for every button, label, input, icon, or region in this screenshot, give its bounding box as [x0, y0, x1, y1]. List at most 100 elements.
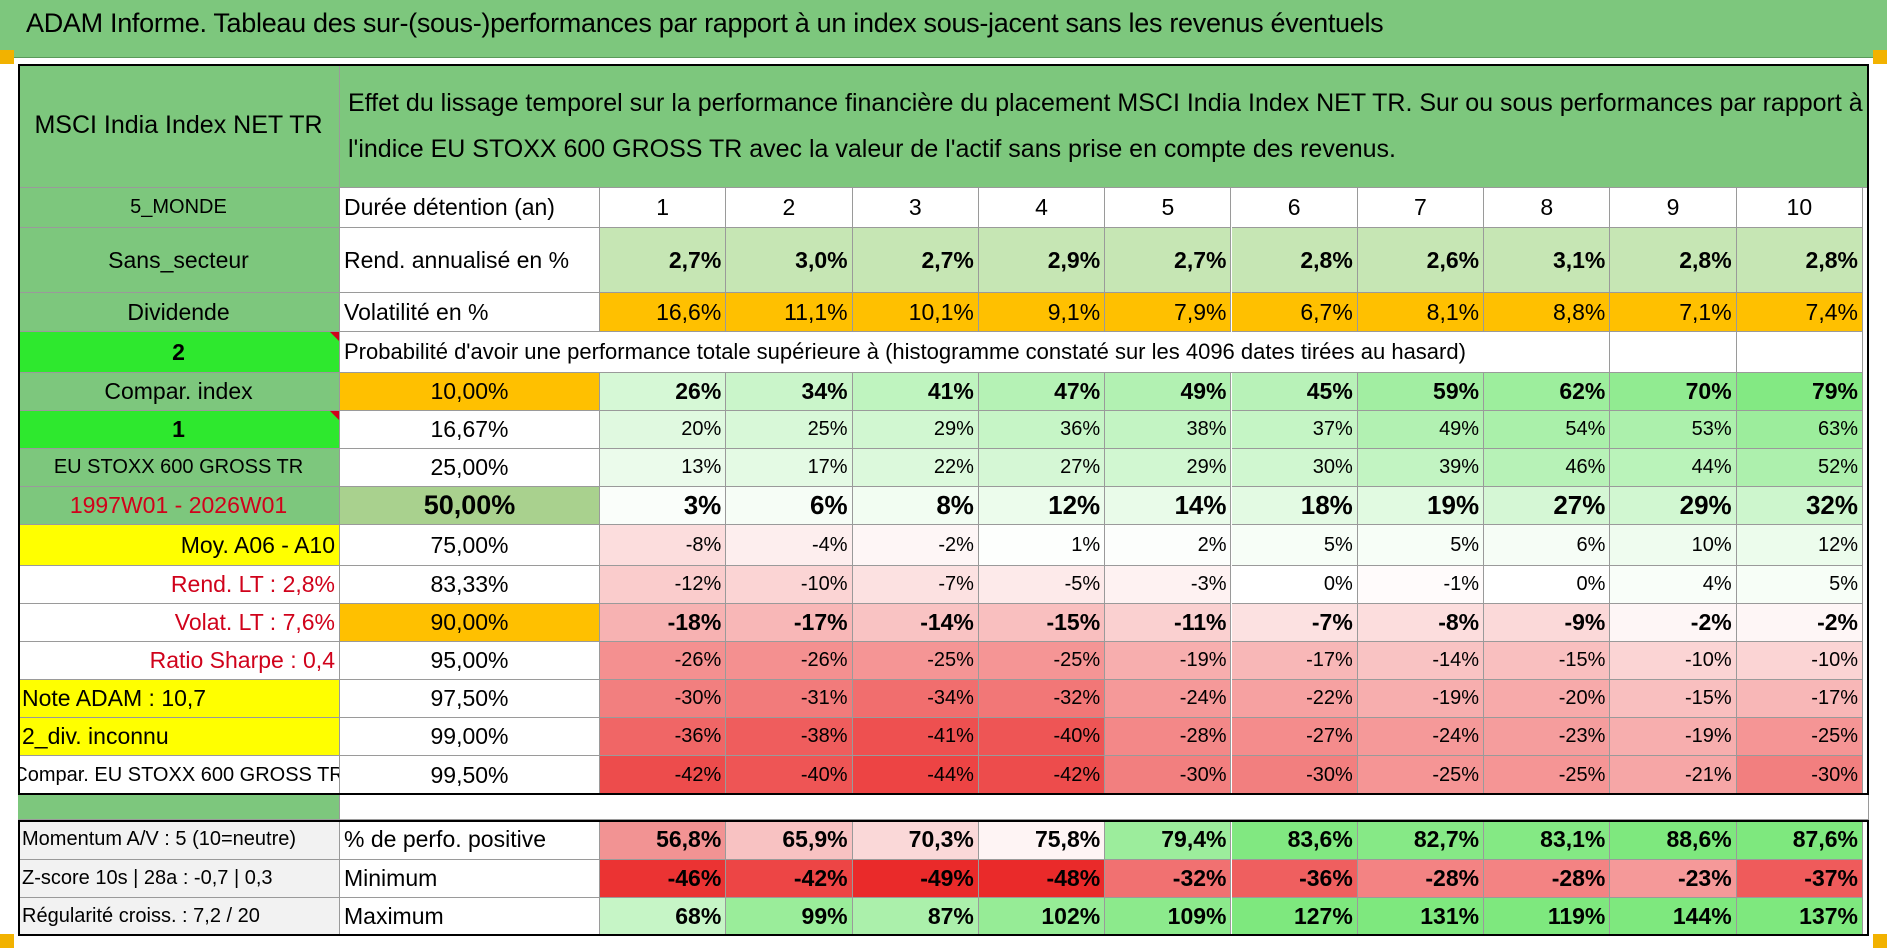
- percentile-4: 50,00%: [340, 487, 600, 525]
- prob-value-r3-y1: 13%: [600, 449, 727, 487]
- prob-value-r3-y2: 17%: [726, 449, 853, 487]
- prob-value-r10-y3: -41%: [852, 718, 979, 756]
- prob-value-r5-y5: 2%: [1105, 525, 1232, 566]
- resize-handle-icon[interactable]: [1873, 934, 1887, 948]
- prob-value-r4-y4: 12%: [978, 487, 1106, 525]
- prob-value-r1-y3: 41%: [852, 373, 979, 411]
- stats-value-r3-y10: 137%: [1736, 898, 1863, 936]
- resize-handle-icon[interactable]: [1873, 50, 1887, 64]
- stats-value-r3-y8: 119%: [1484, 898, 1611, 936]
- side-cell-3: EU STOXX 600 GROSS TR: [18, 449, 340, 487]
- stats-value-r3-y4: 102%: [978, 898, 1106, 936]
- comment-marker-icon[interactable]: [330, 411, 339, 420]
- prob-value-r2-y2: 25%: [726, 411, 853, 449]
- prob-value-r6-y1: -12%: [600, 566, 727, 604]
- prob-value-r6-y5: -3%: [1105, 566, 1232, 604]
- stats-value-r1-y3: 70,3%: [852, 820, 979, 860]
- prob-value-r9-y8: -20%: [1484, 680, 1611, 718]
- resize-handle-icon[interactable]: [0, 934, 14, 948]
- percentile-7: 90,00%: [340, 604, 600, 642]
- prob-value-r3-y4: 27%: [978, 449, 1106, 487]
- stats-value-r2-y9: -23%: [1610, 860, 1737, 898]
- prob-value-r2-y6: 37%: [1231, 411, 1358, 449]
- stats-value-r1-y1: 56,8%: [600, 820, 727, 860]
- prob-value-r4-y10: 32%: [1736, 487, 1863, 525]
- side-cell-5: Moy. A06 - A10: [18, 525, 340, 566]
- index-name-cell: MSCI India Index NET TR: [18, 64, 340, 188]
- prob-value-r8-y2: -26%: [726, 642, 853, 680]
- stats-value-r2-y6: -36%: [1231, 860, 1358, 898]
- prob-value-r8-y5: -19%: [1105, 642, 1232, 680]
- prob-value-r11-y2: -40%: [726, 756, 853, 795]
- side-cell-1: Compar. index: [18, 373, 340, 411]
- prob-value-r4-y2: 6%: [726, 487, 853, 525]
- probability-header: Probabilité d'avoir une performance tota…: [340, 332, 1611, 373]
- side-cell-2: 1: [18, 411, 340, 449]
- prob-value-r5-y10: 12%: [1736, 525, 1863, 566]
- prob-value-r11-y6: -30%: [1231, 756, 1358, 795]
- return-label: Rend. annualisé en %: [340, 228, 600, 293]
- prob-value-r4-y3: 8%: [852, 487, 979, 525]
- dividend-side-cell: Dividende: [18, 293, 340, 332]
- year-header-6: 6: [1231, 188, 1358, 228]
- stats-value-r2-y1: -46%: [600, 860, 727, 898]
- stats-value-r2-y5: -32%: [1105, 860, 1232, 898]
- volatility-value-9: 7,1%: [1610, 293, 1737, 332]
- prob-value-r4-y6: 18%: [1231, 487, 1358, 525]
- prob-value-r2-y5: 38%: [1105, 411, 1232, 449]
- stats-value-r3-y2: 99%: [726, 898, 853, 936]
- stats-side-2: Z-score 10s | 28a : -0,7 | 0,3: [18, 860, 340, 898]
- year-header-4: 4: [978, 188, 1106, 228]
- separator-white: [340, 795, 1869, 820]
- selector-2-cell: 2: [18, 332, 340, 373]
- side-cell-9: Note ADAM : 10,7: [18, 680, 340, 718]
- return-value-4: 2,9%: [978, 228, 1106, 293]
- prob-value-r9-y10: -17%: [1736, 680, 1863, 718]
- prob-value-r8-y10: -10%: [1736, 642, 1863, 680]
- volatility-value-5: 7,9%: [1105, 293, 1232, 332]
- prob-value-r9-y4: -32%: [978, 680, 1106, 718]
- return-value-5: 2,7%: [1105, 228, 1232, 293]
- prob-value-r6-y8: 0%: [1484, 566, 1611, 604]
- percentile-9: 97,50%: [340, 680, 600, 718]
- return-value-6: 2,8%: [1231, 228, 1358, 293]
- side-cell-4: 1997W01 - 2026W01: [18, 487, 340, 525]
- percentile-3: 25,00%: [340, 449, 600, 487]
- prob-value-r11-y10: -30%: [1736, 756, 1863, 795]
- return-side-cell: Sans_secteur: [18, 228, 340, 293]
- prob-value-r5-y8: 6%: [1484, 525, 1611, 566]
- stats-value-r1-y7: 82,7%: [1357, 820, 1485, 860]
- prob-value-r7-y8: -9%: [1484, 604, 1611, 642]
- empty-cell-10: [1736, 332, 1863, 373]
- return-value-1: 2,7%: [600, 228, 727, 293]
- resize-handle-icon[interactable]: [0, 50, 14, 64]
- prob-value-r10-y5: -28%: [1105, 718, 1232, 756]
- year-header-10: 10: [1736, 188, 1863, 228]
- return-value-10: 2,8%: [1736, 228, 1863, 293]
- prob-value-r7-y6: -7%: [1231, 604, 1358, 642]
- prob-value-r11-y3: -44%: [852, 756, 979, 795]
- prob-value-r11-y5: -30%: [1105, 756, 1232, 795]
- duration-side-cell: 5_MONDE: [18, 188, 340, 228]
- prob-value-r6-y9: 4%: [1610, 566, 1737, 604]
- comment-marker-icon[interactable]: [330, 332, 339, 341]
- stats-value-r2-y7: -28%: [1357, 860, 1485, 898]
- prob-value-r10-y4: -40%: [978, 718, 1106, 756]
- prob-value-r9-y1: -30%: [600, 680, 727, 718]
- prob-value-r1-y1: 26%: [600, 373, 727, 411]
- prob-value-r7-y4: -15%: [978, 604, 1106, 642]
- prob-value-r1-y7: 59%: [1357, 373, 1485, 411]
- prob-value-r7-y10: -2%: [1736, 604, 1863, 642]
- percentile-2: 16,67%: [340, 411, 600, 449]
- report-title: ADAM Informe. Tableau des sur-(sous-)per…: [26, 8, 1384, 38]
- prob-value-r9-y5: -24%: [1105, 680, 1232, 718]
- stats-side-3: Régularité croiss. : 7,2 / 20: [18, 898, 340, 936]
- prob-value-r6-y6: 0%: [1231, 566, 1358, 604]
- separator-green: [18, 795, 340, 820]
- prob-value-r5-y7: 5%: [1357, 525, 1485, 566]
- prob-value-r3-y8: 46%: [1484, 449, 1611, 487]
- prob-value-r11-y7: -25%: [1357, 756, 1485, 795]
- year-header-9: 9: [1610, 188, 1737, 228]
- prob-value-r4-y5: 14%: [1105, 487, 1232, 525]
